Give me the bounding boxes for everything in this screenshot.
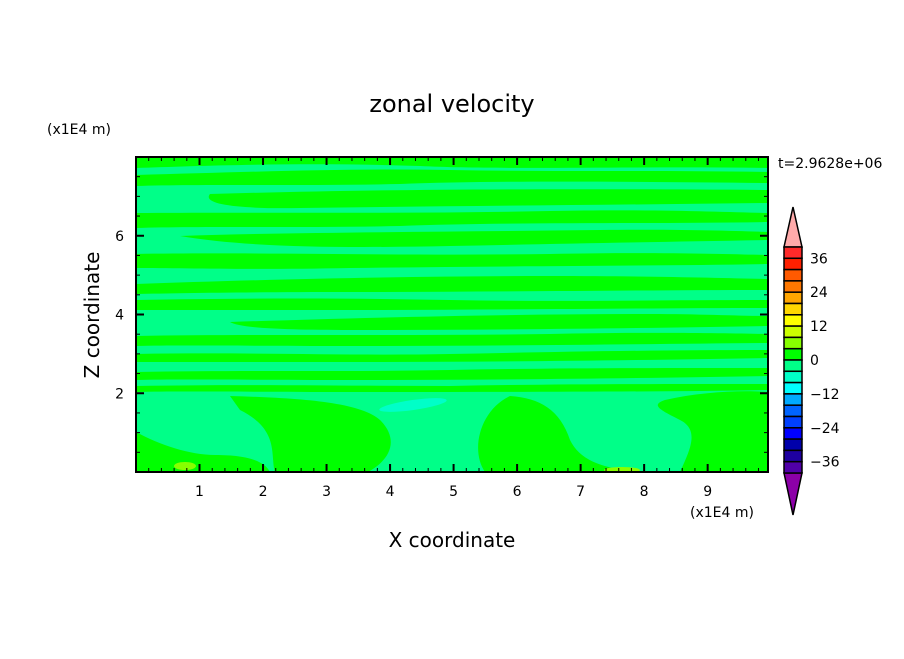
contour-field (136, 157, 768, 472)
contour-band (230, 314, 768, 330)
colorbar-box (783, 325, 803, 339)
y-axis-label: Z coordinate (80, 252, 104, 379)
colorbar-tick-label: 12 (810, 319, 828, 335)
colorbar-box (783, 359, 803, 373)
colorbar-under-triangle (783, 472, 803, 516)
contour-band (136, 332, 768, 346)
contour-band (136, 169, 768, 186)
y-tick-label: 4 (115, 308, 124, 324)
colorbar-box (783, 314, 803, 327)
x-axis-label: X coordinate (389, 528, 516, 552)
chart-title: zonal velocity (369, 90, 534, 118)
contour-band (136, 210, 768, 228)
contour-band (230, 396, 391, 472)
colorbar-tick-label: 24 (810, 285, 828, 301)
contour-blob-positive (174, 462, 196, 470)
time-label: t=2.9628e+06 (778, 156, 882, 172)
colorbar-tick-label: 0 (810, 353, 819, 369)
colorbar-box (783, 415, 803, 429)
colorbar-box (783, 291, 803, 305)
x-tick-label: 4 (386, 484, 395, 500)
contour-band (478, 396, 640, 472)
y-tick-label: 6 (115, 229, 124, 245)
colorbar-tick-label: 36 (810, 251, 828, 267)
colorbar-box (783, 393, 803, 406)
contour-band (136, 368, 768, 380)
contour-band (136, 432, 270, 472)
colorbar-box (783, 449, 803, 463)
x-tick-labels: 1 2 3 4 5 6 7 8 9 (195, 484, 712, 500)
x-tick-label: 3 (322, 484, 331, 500)
colorbar-box (783, 347, 803, 361)
colorbar-box (783, 460, 803, 474)
y-tick-labels: 2 4 6 (115, 229, 124, 403)
colorbar-box (783, 404, 803, 418)
colorbar-tick-label: −24 (810, 421, 840, 437)
colorbar-box (783, 438, 803, 452)
contour-band (208, 189, 768, 209)
colorbar-tick-label: −12 (810, 387, 840, 403)
colorbar-box (783, 427, 803, 440)
x-tick-label: 2 (259, 484, 268, 500)
x-tick-label: 1 (195, 484, 204, 500)
x-tick-label: 6 (513, 484, 522, 500)
contour-band (180, 229, 768, 247)
axis-ticks (136, 157, 768, 472)
y-scale-label: (x1E4 m) (47, 122, 111, 138)
contour-blob-negative (379, 398, 447, 412)
x-tick-label: 5 (449, 484, 458, 500)
contour-band (136, 384, 768, 392)
contour-band (136, 350, 768, 362)
x-scale-label: (x1E4 m) (690, 505, 754, 521)
x-tick-label: 8 (640, 484, 649, 500)
colorbar-box (783, 381, 803, 395)
colorbar-box (783, 246, 803, 260)
x-tick-label: 9 (703, 484, 712, 500)
colorbar-box (783, 302, 803, 316)
y-tick-label: 2 (115, 386, 124, 402)
contour-band (136, 298, 768, 310)
colorbar-box (783, 336, 803, 350)
colorbar-box (783, 280, 803, 293)
colorbar-box (783, 268, 803, 282)
colorbar-box (783, 370, 803, 384)
colorbar-over-triangle (783, 206, 803, 248)
colorbar: 36 24 12 0 −12 −24 −36 (783, 206, 840, 516)
contour-band (136, 253, 768, 269)
colorbar-box (783, 257, 803, 271)
contour-band (657, 391, 768, 472)
contour-band (136, 157, 768, 168)
contour-band (136, 276, 768, 294)
x-tick-label: 7 (576, 484, 585, 500)
colorbar-tick-label: −36 (810, 455, 840, 471)
